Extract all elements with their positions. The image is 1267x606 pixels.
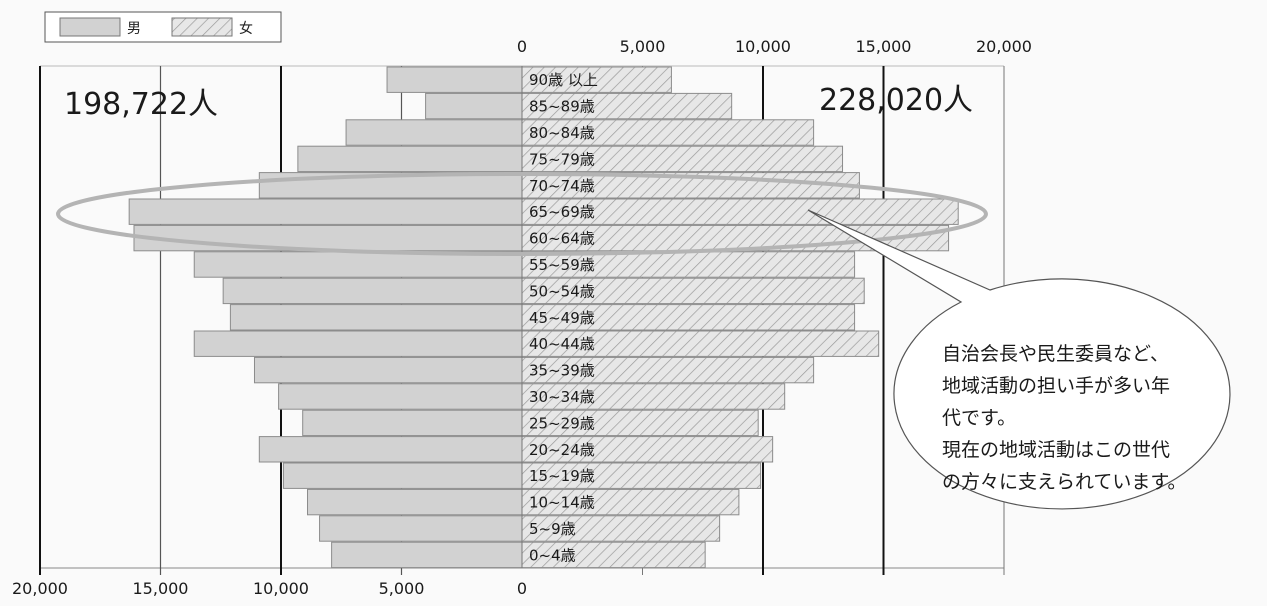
category-label-18: 0~4歳 (529, 546, 576, 564)
bar-female-8 (521, 277, 865, 305)
bottom-tick-label-4: 0 (517, 579, 527, 598)
bar-male-1 (425, 92, 523, 120)
category-label-7: 55~59歳 (529, 256, 595, 274)
bar-male-18 (331, 541, 523, 569)
bar-male-0 (386, 66, 523, 93)
bars-group (128, 66, 959, 569)
legend-swatch-female (171, 17, 233, 37)
bar-male-13 (302, 409, 523, 437)
category-label-10: 40~44歳 (529, 335, 595, 353)
top-tick-label-3: 15,000 (856, 37, 912, 56)
bar-female-12 (521, 383, 786, 410)
top-tick-label-4: 20,000 (976, 37, 1032, 56)
bottom-tick-label-1: 15,000 (133, 579, 189, 598)
legend-label-male: 男 (127, 21, 141, 37)
category-label-14: 20~24歳 (529, 441, 595, 459)
bar-male-3 (297, 145, 523, 173)
category-label-12: 30~34歳 (529, 388, 595, 406)
category-label-9: 45~49歳 (529, 309, 595, 327)
category-label-17: 5~9歳 (529, 520, 576, 538)
bar-male-6 (133, 224, 523, 252)
bottom-tick-label-0: 20,000 (12, 579, 68, 598)
bottom-tick-label-2: 10,000 (253, 579, 309, 598)
bar-female-11 (521, 356, 815, 384)
category-label-6: 60~64歳 (529, 230, 595, 248)
category-label-16: 10~14歳 (529, 494, 595, 512)
category-label-15: 15~19歳 (529, 467, 595, 485)
category-labels: 90歳 以上 85~89歳 80~84歳 75~79歳 70~74歳 65~69歳 60~6… (529, 71, 598, 564)
category-label-13: 25~29歳 (529, 414, 595, 432)
category-label-1: 85~89歳 (529, 98, 595, 116)
callout-line-3: 代です。 (942, 407, 1016, 429)
bar-male-7 (193, 251, 523, 278)
bar-female-9 (521, 304, 856, 331)
bar-female-5 (521, 198, 959, 225)
category-label-2: 80~84歳 (529, 124, 595, 142)
bar-male-8 (222, 277, 523, 305)
category-label-5: 65~69歳 (529, 203, 595, 221)
callout-line-1: 自治会長や民生委員など、 (942, 343, 1169, 365)
highlight-ellipse (56, 172, 988, 256)
bar-female-15 (521, 462, 762, 489)
bar-female-10 (521, 330, 880, 357)
tick-labels: 0 5,000 10,000 15,000 20,000 20,000 15,000 10,0… (12, 37, 1032, 598)
legend-swatch-male (59, 17, 121, 37)
category-label-3: 75~79歳 (529, 150, 595, 168)
bar-male-10 (193, 330, 523, 357)
bar-female-3 (521, 145, 844, 173)
callout: 自治会長や民生委員など、 地域活動の担い手が多い年 代です。 現在の地域活動はこ… (807, 209, 1231, 510)
bar-female-16 (521, 488, 740, 516)
bar-male-17 (319, 515, 523, 542)
total-male: 198,722人 (64, 87, 218, 122)
bar-male-5 (128, 198, 523, 225)
bar-female-7 (521, 251, 856, 278)
bar-male-2 (345, 119, 523, 146)
bar-male-16 (307, 488, 523, 516)
bar-male-11 (253, 356, 523, 384)
callout-bubble (807, 209, 1231, 510)
total-female: 228,020人 (819, 83, 973, 118)
top-tick-label-2: 10,000 (735, 37, 791, 56)
category-label-0: 90歳 以上 (529, 71, 598, 89)
bar-male-15 (282, 462, 523, 489)
legend-label-female: 女 (239, 20, 253, 37)
legend: 男 女 (44, 11, 282, 43)
bar-male-14 (258, 436, 523, 463)
bar-female-2 (521, 119, 815, 146)
top-tick-label-0: 0 (517, 37, 527, 56)
top-tick-label-1: 5,000 (620, 37, 666, 56)
bar-female-13 (521, 409, 759, 437)
callout-line-2: 地域活動の担い手が多い年 (942, 375, 1170, 397)
bar-male-12 (278, 383, 523, 410)
bottom-tick-label-3: 5,000 (379, 579, 425, 598)
callout-line-5: の方々に支えられています。 (942, 471, 1187, 493)
bar-male-9 (229, 304, 523, 331)
callout-line-4: 現在の地域活動はこの世代 (942, 439, 1170, 461)
category-label-11: 35~39歳 (529, 362, 595, 380)
category-label-4: 70~74歳 (529, 177, 595, 195)
category-label-8: 50~54歳 (529, 282, 595, 300)
